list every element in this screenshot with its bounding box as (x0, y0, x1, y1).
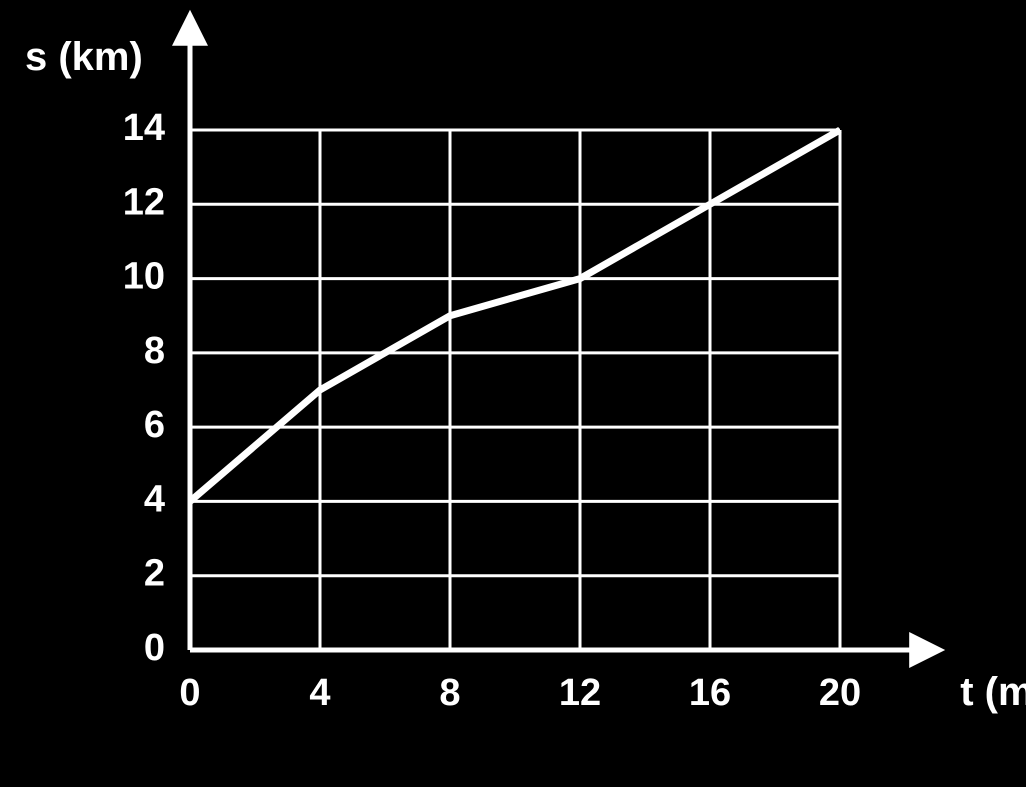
x-tick-label: 4 (309, 672, 330, 714)
y-tick-label: 8 (144, 330, 165, 372)
y-tick-label: 2 (144, 553, 165, 595)
y-axis-arrow (172, 10, 208, 46)
x-axis-arrow (909, 632, 945, 668)
tick-labels: 0 2 4 6 8 10 12 14 0 4 8 12 16 20 (123, 107, 861, 714)
data-polyline (190, 130, 840, 501)
x-tick-label: 16 (689, 672, 731, 714)
x-tick-label: 20 (819, 672, 861, 714)
distance-time-chart: 0 2 4 6 8 10 12 14 0 4 8 12 16 20 s (km) t (min) (0, 0, 1026, 787)
axes (172, 10, 945, 668)
y-tick-label: 0 (144, 627, 165, 669)
x-tick-label: 12 (559, 672, 601, 714)
x-tick-label: 8 (439, 672, 460, 714)
y-axis-label: s (km) (25, 35, 143, 79)
data-line (190, 130, 840, 501)
y-tick-label: 6 (144, 404, 165, 446)
grid (190, 130, 840, 650)
x-tick-label: 0 (179, 672, 200, 714)
y-tick-label: 10 (123, 256, 165, 298)
y-tick-label: 12 (123, 181, 165, 223)
x-axis-label: t (min) (960, 670, 1026, 714)
y-tick-label: 14 (123, 107, 165, 149)
y-tick-label: 4 (144, 478, 165, 520)
